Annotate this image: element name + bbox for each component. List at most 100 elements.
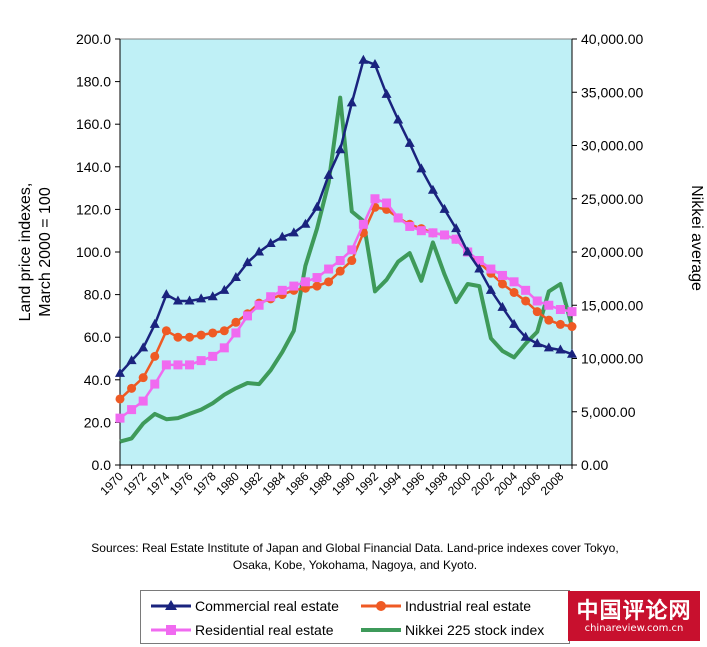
data-point bbox=[347, 256, 357, 266]
data-point bbox=[347, 245, 357, 255]
x-axis-tick-label: 1994 bbox=[375, 469, 404, 498]
data-point bbox=[335, 144, 346, 154]
data-point bbox=[254, 300, 264, 310]
data-point bbox=[485, 284, 496, 294]
data-point bbox=[324, 264, 334, 274]
right-axis-tick-label: 35,000.00 bbox=[581, 84, 643, 100]
x-axis-tick-label: 1970 bbox=[97, 469, 126, 498]
data-point bbox=[127, 405, 137, 415]
data-point bbox=[474, 263, 485, 273]
data-point bbox=[486, 264, 496, 274]
data-point bbox=[266, 292, 276, 302]
right-axis-tick-label: 10,000.00 bbox=[581, 351, 643, 367]
data-point bbox=[520, 331, 531, 341]
data-point bbox=[346, 97, 357, 107]
data-point bbox=[544, 315, 554, 325]
left-axis-tick-label: 140.0 bbox=[76, 159, 111, 175]
left-axis-tick-label: 0.0 bbox=[92, 457, 112, 473]
data-point bbox=[254, 246, 265, 256]
data-point bbox=[242, 311, 252, 321]
x-axis-tick-label: 2000 bbox=[445, 469, 474, 498]
legend-marker-industrial bbox=[361, 601, 401, 611]
data-point bbox=[427, 184, 438, 194]
data-point bbox=[312, 273, 322, 283]
data-point bbox=[497, 279, 507, 289]
legend-label-nikkei: Nikkei 225 stock index bbox=[405, 622, 545, 638]
source-line-1: Sources: Real Estate Institute of Japan … bbox=[91, 541, 619, 555]
data-point bbox=[277, 231, 288, 241]
data-point bbox=[358, 54, 369, 64]
data-point bbox=[521, 296, 531, 306]
plot-area bbox=[119, 38, 573, 466]
data-point bbox=[185, 332, 195, 342]
data-point bbox=[219, 343, 229, 353]
data-point bbox=[382, 198, 392, 208]
legend-label-industrial: Industrial real estate bbox=[405, 598, 532, 614]
data-point bbox=[324, 277, 334, 287]
data-point bbox=[312, 281, 322, 291]
x-axis-tick-label: 2006 bbox=[515, 469, 544, 498]
data-point bbox=[288, 227, 299, 237]
data-point bbox=[381, 88, 392, 98]
legend-label-residential: Residential real estate bbox=[195, 622, 334, 638]
data-point bbox=[393, 213, 403, 223]
x-axis-tick-label: 1982 bbox=[236, 469, 265, 498]
left-axis-tick-label: 200.0 bbox=[76, 31, 111, 47]
chart: 0.0 20.0 40.0 60.0 80.0 100.0 120.0 140.0 160.0 1… bbox=[17, 31, 705, 498]
data-point bbox=[207, 291, 218, 301]
data-point bbox=[219, 284, 230, 294]
legend: Commercial real estate Industrial real e… bbox=[140, 590, 570, 644]
x-axis-tick-label: 1992 bbox=[352, 469, 381, 498]
left-axis-tick-label: 20.0 bbox=[84, 414, 111, 430]
legend-marker-nikkei bbox=[361, 628, 401, 632]
source-note: Sources: Real Estate Institute of Japan … bbox=[20, 540, 690, 574]
x-axis-tick-label: 1984 bbox=[260, 469, 289, 498]
data-point bbox=[532, 296, 542, 306]
data-point bbox=[497, 270, 507, 280]
left-axis-tick-label: 40.0 bbox=[84, 372, 111, 388]
data-point bbox=[532, 307, 542, 317]
data-point bbox=[150, 379, 160, 389]
data-point bbox=[358, 219, 368, 229]
series-line-commercial-real-estate bbox=[119, 59, 573, 375]
data-point bbox=[208, 351, 218, 361]
series-line-nikkei-225-stock-index bbox=[119, 95, 574, 444]
watermark-logo: 中国评论网 chinareview.com.cn bbox=[568, 591, 700, 641]
data-point bbox=[277, 285, 287, 295]
series-nikkei-225-stock-index bbox=[119, 95, 574, 444]
data-point bbox=[567, 322, 577, 332]
data-point bbox=[196, 356, 206, 366]
series-line-industrial-real-estate bbox=[119, 206, 573, 400]
data-point bbox=[173, 360, 183, 370]
data-point bbox=[416, 226, 426, 236]
data-point bbox=[369, 59, 380, 69]
data-point bbox=[115, 413, 125, 423]
data-point bbox=[230, 272, 241, 282]
data-point bbox=[335, 266, 345, 276]
data-point bbox=[208, 328, 218, 338]
data-point bbox=[300, 218, 311, 228]
data-point bbox=[242, 257, 253, 267]
data-point bbox=[115, 394, 125, 404]
data-point bbox=[335, 256, 345, 266]
data-point bbox=[185, 360, 195, 370]
data-point bbox=[462, 246, 473, 256]
legend-marker-commercial bbox=[151, 600, 191, 610]
data-point bbox=[521, 285, 531, 295]
right-axis-tick-label: 0.00 bbox=[581, 457, 608, 473]
source-line-2: Osaka, Kobe, Yokohama, Nagoya, and Kyoto… bbox=[232, 558, 478, 572]
right-axis-tick-label: 5,000.00 bbox=[581, 404, 636, 420]
data-point bbox=[439, 203, 450, 213]
x-axis-tick-label: 1998 bbox=[422, 469, 451, 498]
right-axis-label: Nikkei average bbox=[688, 185, 705, 291]
data-point bbox=[312, 201, 323, 211]
series-line-residential-real-estate bbox=[119, 197, 573, 420]
data-point bbox=[300, 277, 310, 287]
data-point bbox=[509, 287, 519, 297]
data-point bbox=[149, 318, 160, 328]
data-point bbox=[532, 338, 543, 348]
data-point bbox=[138, 396, 148, 406]
x-axis-tick-label: 2004 bbox=[491, 469, 520, 498]
data-point bbox=[567, 348, 577, 358]
data-point bbox=[440, 230, 450, 240]
